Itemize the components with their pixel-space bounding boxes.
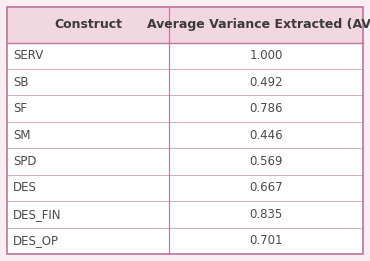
Text: DES_FIN: DES_FIN (13, 208, 61, 221)
Text: SPD: SPD (13, 155, 37, 168)
Text: SERV: SERV (13, 49, 43, 62)
Text: 0.569: 0.569 (249, 155, 283, 168)
Text: 0.786: 0.786 (249, 102, 283, 115)
Text: DES: DES (13, 181, 37, 194)
Text: SF: SF (13, 102, 27, 115)
Text: 0.492: 0.492 (249, 76, 283, 89)
Text: Construct: Construct (54, 18, 122, 31)
Text: 1.000: 1.000 (249, 49, 283, 62)
Text: 0.701: 0.701 (249, 234, 283, 247)
Text: DES_OP: DES_OP (13, 234, 59, 247)
Text: Average Variance Extracted (AVE): Average Variance Extracted (AVE) (147, 18, 370, 31)
Text: 0.446: 0.446 (249, 129, 283, 142)
Text: SM: SM (13, 129, 30, 142)
Bar (7, 43, 363, 254)
Text: 0.835: 0.835 (249, 208, 283, 221)
Bar (7, 7, 363, 43)
Text: SB: SB (13, 76, 28, 89)
Text: 0.667: 0.667 (249, 181, 283, 194)
